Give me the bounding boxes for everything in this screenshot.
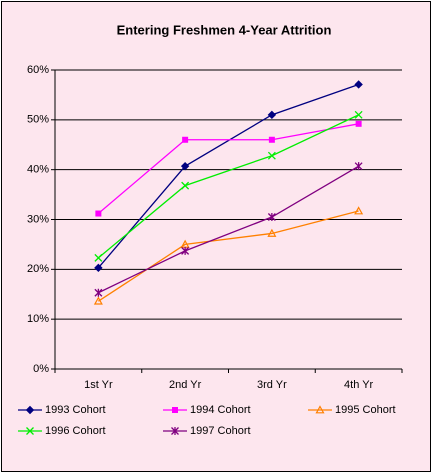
marker (94, 263, 103, 273)
y-tick-label: 50% (27, 114, 49, 126)
chart-title: Entering Freshmen 4-Year Attrition (117, 22, 332, 37)
legend-item: 1994 Cohort (163, 404, 251, 416)
legend-label: 1993 Cohort (45, 404, 106, 416)
marker (94, 253, 103, 262)
marker (355, 120, 362, 127)
x-tick-label: 2nd Yr (169, 379, 202, 391)
marker (171, 427, 179, 435)
series-line (97, 83, 359, 269)
legend-item: 1993 Cohort (18, 404, 106, 416)
marker (182, 136, 189, 143)
marker (354, 162, 363, 171)
x-tick-label: 4th Yr (344, 379, 373, 391)
marker (267, 151, 276, 160)
x-tick-label: 3rd Yr (257, 379, 287, 391)
y-tick-label: 40% (27, 164, 49, 176)
y-tick-label: 30% (27, 213, 49, 225)
marker (181, 181, 190, 190)
legend-label: 1995 Cohort (335, 404, 396, 416)
marker (93, 296, 103, 305)
legend-item: 1997 Cohort (163, 425, 251, 437)
marker (95, 210, 102, 217)
series-line (97, 114, 359, 259)
x-tick-label: 1st Yr (84, 379, 113, 391)
legend-item: 1995 Cohort (308, 404, 396, 416)
marker (267, 228, 277, 237)
marker (354, 110, 363, 119)
y-tick-label: 20% (27, 263, 49, 275)
y-tick-label: 0% (33, 363, 49, 375)
marker (268, 136, 275, 143)
y-tick-label: 10% (27, 313, 49, 325)
marker (354, 80, 363, 89)
legend-item: 1996 Cohort (18, 425, 106, 437)
series-line (98, 165, 359, 294)
marker (267, 110, 277, 120)
marker (25, 405, 35, 415)
legend-label: 1996 Cohort (45, 425, 106, 437)
marker (315, 405, 325, 414)
series-line (98, 210, 359, 302)
marker (181, 246, 190, 255)
legend-label: 1997 Cohort (190, 425, 251, 437)
marker (354, 206, 364, 215)
legend-label: 1994 Cohort (190, 404, 251, 416)
marker (267, 213, 276, 222)
marker (172, 407, 178, 413)
marker (94, 288, 103, 297)
marker (26, 427, 34, 435)
marker (180, 161, 190, 171)
series-line (97, 123, 359, 215)
y-tick-label: 60% (27, 64, 49, 76)
